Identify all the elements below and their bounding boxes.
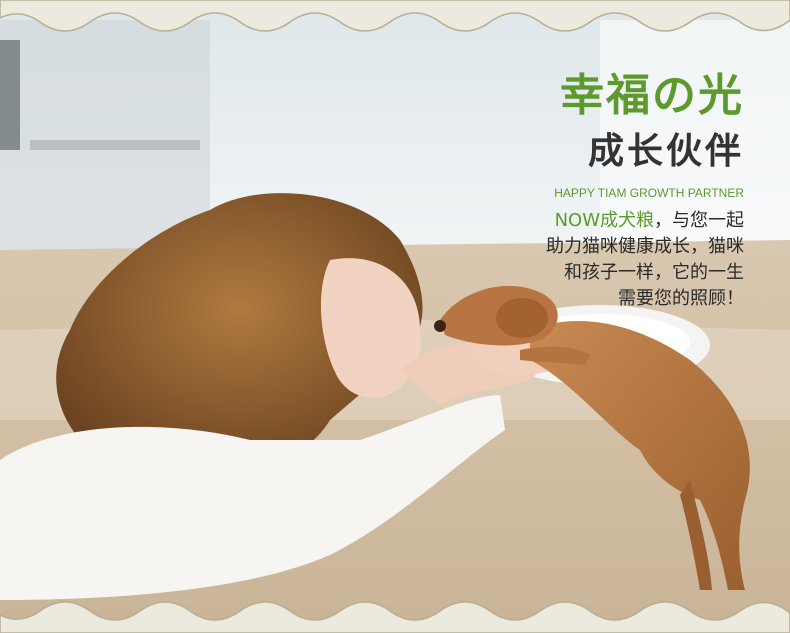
top-wave-border [0,0,790,32]
tagline: HAPPY TIAM GROWTH PARTNER [554,186,744,200]
bottom-wave-border [0,601,790,633]
description-line-1-rest: ，与您一起 [654,210,744,231]
description-line-1: NOW成犬粮，与您一起 [414,208,744,234]
description-line-3: 和孩子一样，它的一生 [564,262,744,283]
description-line-2: 助力猫咪健康成长，猫咪 [546,236,744,257]
description: NOW成犬粮，与您一起 助力猫咪健康成长，猫咪 和孩子一样，它的一生 需要您的照… [414,208,744,312]
page-subtitle: 成长伙伴 [587,131,744,172]
description-line-4: 需要您的照顾！ [618,288,744,309]
promo-copy: 幸福の光 成长伙伴 HAPPY TIAM GROWTH PARTNER NOW成… [414,70,744,312]
page-title: 幸福の光 [560,70,744,121]
product-name: NOW成犬粮 [554,210,654,231]
